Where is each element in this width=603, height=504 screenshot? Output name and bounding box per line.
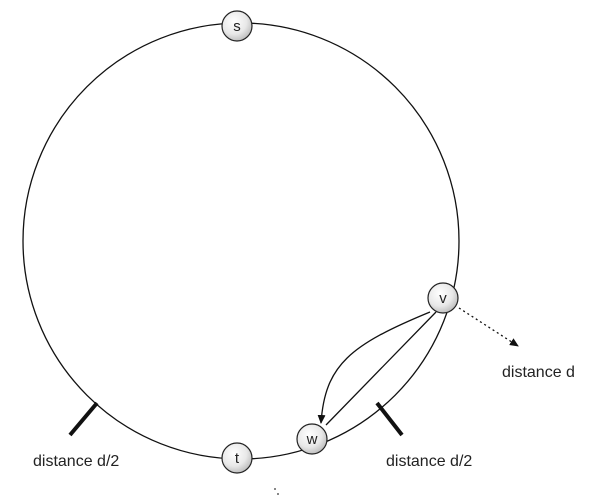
node-label: w xyxy=(306,431,318,448)
tick-right xyxy=(375,401,404,437)
dot xyxy=(274,488,276,490)
node: w xyxy=(296,423,328,455)
node-label: t xyxy=(235,450,240,467)
curved-arrow xyxy=(317,311,431,424)
dotted-arrow xyxy=(458,307,519,347)
node: t xyxy=(221,442,253,474)
node-label: v xyxy=(439,290,447,307)
dot xyxy=(277,493,279,495)
annotation: distance d/2 xyxy=(386,453,472,470)
return-line xyxy=(325,311,437,426)
annotation: distance d xyxy=(502,364,575,381)
node-label: s xyxy=(233,18,241,35)
tick-left xyxy=(68,401,99,437)
node: s xyxy=(221,10,253,42)
annotation: distance d/2 xyxy=(33,453,119,470)
ring xyxy=(22,22,460,460)
node: v xyxy=(427,282,459,314)
